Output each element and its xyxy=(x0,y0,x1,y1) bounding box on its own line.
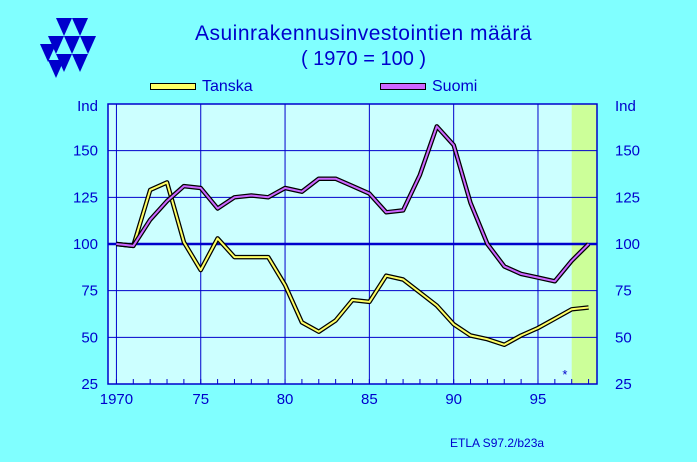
y-tick-label-left: 100 xyxy=(73,236,98,253)
x-tick-label: 95 xyxy=(530,391,547,408)
y-tick-label-right: 75 xyxy=(615,283,632,300)
y-tick-label-right: 150 xyxy=(615,143,640,160)
chart-title: Asuinrakennusinvestointien määrä xyxy=(194,22,533,45)
y-tick-label-right: 50 xyxy=(615,329,632,346)
x-tick-label: 90 xyxy=(445,391,462,408)
legend-label-tanska: Tanska xyxy=(202,78,253,95)
chart-subtitle: ( 1970 = 100 ) xyxy=(300,48,427,70)
y-tick-label-left: 25 xyxy=(81,376,98,393)
y-axis-label-right: Ind xyxy=(615,98,636,115)
legend-swatch-tanska xyxy=(150,83,196,91)
y-axis-label-left: Ind xyxy=(77,98,98,115)
x-tick-label: 1970 xyxy=(100,391,133,408)
y-tick-label-left: 50 xyxy=(81,329,98,346)
forecast-marker: * xyxy=(562,367,567,382)
x-tick-label: 80 xyxy=(277,391,294,408)
legend-item-tanska: Tanska xyxy=(150,78,253,96)
legend-swatch-suomi xyxy=(380,83,426,91)
series-line-suomi xyxy=(116,125,590,283)
x-tick-label: 85 xyxy=(361,391,378,408)
y-tick-label-left: 150 xyxy=(73,143,98,160)
x-tick-label: 75 xyxy=(192,391,209,408)
legend-item-suomi: Suomi xyxy=(380,78,477,96)
y-tick-label-right: 100 xyxy=(615,236,640,253)
y-tick-label-right: 25 xyxy=(615,376,632,393)
series-line-tanska xyxy=(116,181,589,346)
etla-logo xyxy=(40,18,96,78)
y-tick-label-left: 75 xyxy=(81,283,98,300)
source-label: ETLA S97.2/b23a xyxy=(450,436,545,450)
legend-label-suomi: Suomi xyxy=(432,78,478,95)
y-tick-label-right: 125 xyxy=(615,189,640,206)
y-tick-label-left: 125 xyxy=(73,189,98,206)
